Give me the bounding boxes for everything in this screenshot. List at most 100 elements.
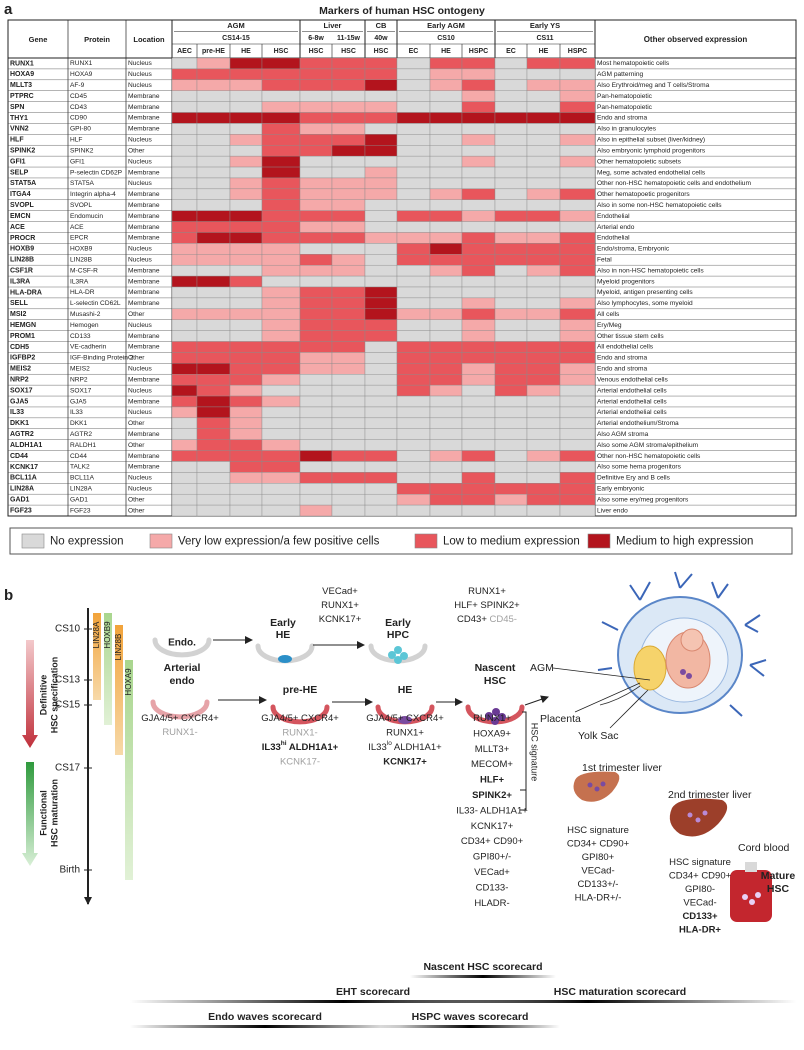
- expression-cell: [494, 134, 528, 146]
- expression-cell: [229, 450, 263, 462]
- gene-name: PROCR: [10, 235, 35, 242]
- expression-cell: [229, 395, 263, 408]
- expression-cell: [494, 428, 528, 440]
- expression-cell: [364, 57, 398, 70]
- column-header: Protein: [84, 35, 110, 44]
- expression-cell: [559, 330, 596, 342]
- gene-name: EMCN: [10, 213, 31, 220]
- expression-cell: [396, 79, 431, 91]
- expression-cell: [526, 134, 561, 146]
- expression-cell: [364, 199, 398, 211]
- legend-label: Medium to high expression: [616, 536, 753, 548]
- expression-cell: [331, 406, 366, 419]
- expression-cell: [526, 101, 561, 113]
- location: Other: [128, 496, 145, 503]
- expression-cell: [429, 199, 463, 211]
- expression-cell: [364, 68, 398, 81]
- expression-cell: [261, 439, 301, 451]
- gene-name: VNN2: [10, 126, 29, 133]
- expression-cell: [526, 406, 561, 419]
- expression-cell: [299, 395, 333, 408]
- expression-cell: [364, 330, 398, 342]
- expression-cell: [171, 450, 198, 462]
- expression-cell: [171, 210, 198, 222]
- expression-cell: [229, 483, 263, 495]
- expression-cell: [299, 177, 333, 190]
- marker-text: MECOM+: [471, 759, 513, 770]
- expression-cell: [171, 145, 198, 157]
- location: Other: [128, 147, 145, 154]
- other-expression: Also some ery/meg progenitors: [597, 496, 689, 503]
- expression-cell: [396, 504, 431, 517]
- expression-cell: [526, 112, 561, 124]
- expression-cell: [196, 472, 231, 484]
- expression-cell: [196, 101, 231, 113]
- signature-bracket: [522, 711, 527, 790]
- expression-cell: [229, 188, 263, 200]
- expression-cell: [396, 428, 431, 440]
- expression-cell: [364, 145, 398, 157]
- expression-cell: [559, 90, 596, 102]
- expression-cell: [299, 155, 333, 168]
- expression-cell: [261, 210, 301, 222]
- expression-cell: [429, 112, 463, 124]
- expression-cell: [461, 319, 496, 331]
- expression-cell: [461, 308, 496, 320]
- expression-cell: [429, 472, 463, 484]
- scorecard-bar: [130, 1025, 400, 1028]
- expression-cell: [364, 254, 398, 266]
- expression-cell: [526, 384, 561, 397]
- marker-text: GJA4/5+ CXCR4+: [366, 713, 444, 724]
- expression-cell: [429, 57, 463, 70]
- group-header: Early AGM: [427, 21, 465, 30]
- other-expression: Arterial endothelial cells: [597, 409, 667, 416]
- expression-cell: [429, 493, 463, 506]
- marker-text: VECad-: [683, 897, 716, 908]
- other-expression: Other non-HSC hematopoietic cells: [597, 453, 701, 460]
- expression-cell: [429, 504, 463, 517]
- expression-cell: [261, 330, 301, 342]
- expression-cell: [559, 363, 596, 375]
- expression-cell: [396, 384, 431, 397]
- protein-name: BCL11A: [70, 475, 95, 482]
- gene-label: HOXB9: [103, 621, 112, 649]
- marker-line: KCNK17+: [471, 820, 514, 831]
- protein-name: GAD1: [70, 496, 88, 503]
- expression-cell: [229, 504, 263, 517]
- expression-cell: [331, 493, 366, 506]
- phase-label: HSC maturation: [49, 779, 59, 847]
- expression-cell: [364, 341, 398, 353]
- legend-swatch: [149, 533, 173, 549]
- column-header: HSC: [374, 48, 389, 55]
- marker-line: HLF+ SPINK2+: [454, 600, 520, 611]
- embryo-illustration: [597, 571, 767, 717]
- protein-name: FGF23: [70, 507, 91, 514]
- expression-cell: [396, 243, 431, 255]
- location: Membrane: [128, 191, 160, 198]
- expression-cell: [461, 395, 496, 408]
- expression-cell: [229, 177, 263, 190]
- expression-cell: [196, 177, 231, 190]
- expression-cell: [526, 308, 561, 320]
- expression-cell: [559, 286, 596, 299]
- expression-cell: [261, 68, 301, 81]
- expression-cell: [261, 450, 301, 462]
- hpc-cluster: [400, 652, 408, 660]
- marker-line: KCNK17+: [319, 614, 362, 625]
- expression-cell: [429, 134, 463, 146]
- expression-cell: [331, 101, 366, 113]
- marker-text: GJA4/5+ CXCR4+: [261, 713, 339, 724]
- expression-cell: [559, 57, 596, 70]
- protein-name: RALDH1: [70, 442, 96, 449]
- expression-cell: [196, 297, 231, 310]
- expression-cell: [526, 254, 561, 266]
- expression-cell: [229, 275, 263, 288]
- expression-cell: [196, 221, 231, 233]
- expression-cell: [494, 461, 528, 473]
- expression-cell: [196, 57, 231, 70]
- expression-cell: [559, 319, 596, 331]
- expression-cell: [261, 417, 301, 429]
- expression-cell: [331, 417, 366, 429]
- group-header: Early YS: [530, 21, 560, 30]
